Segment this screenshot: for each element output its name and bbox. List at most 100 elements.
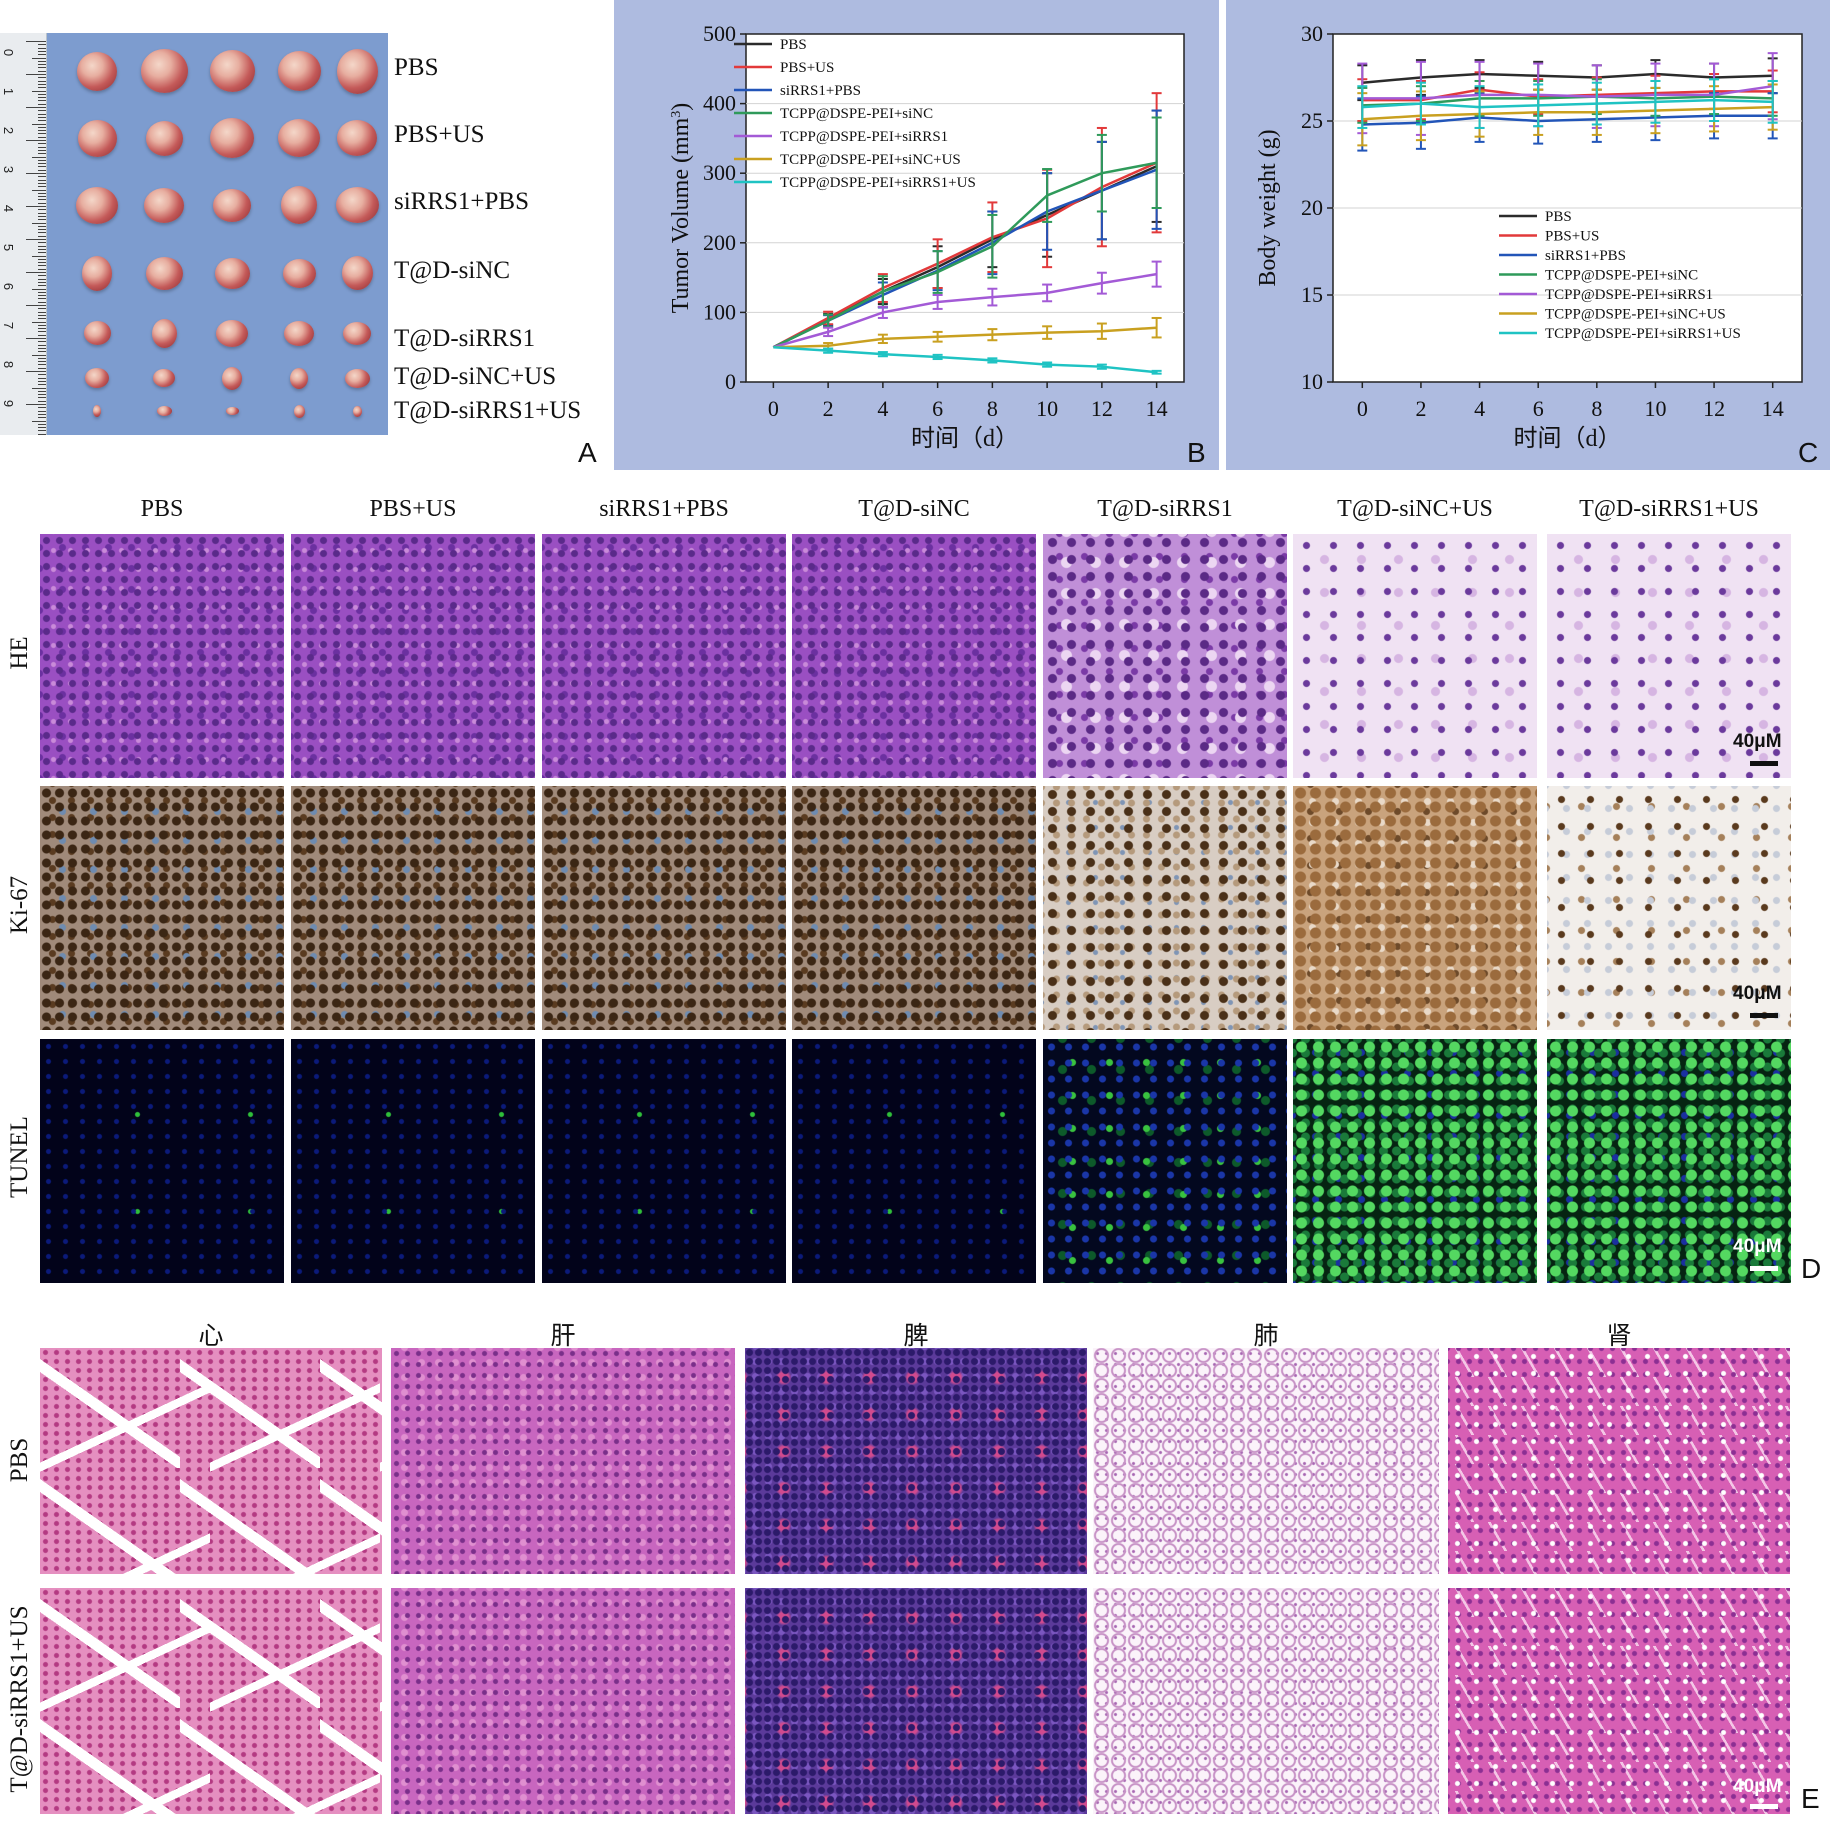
ruler-tick xyxy=(26,371,46,372)
tumor-specimen xyxy=(145,256,183,290)
ruler-tick xyxy=(38,427,46,429)
legend-label: PBS+US xyxy=(1545,229,1599,245)
x-tick-label: 6 xyxy=(932,396,943,421)
ruler-tick xyxy=(38,196,46,198)
x-tick-label: 4 xyxy=(877,396,888,421)
tumor-specimen xyxy=(344,368,370,388)
ruler-tick xyxy=(38,285,46,287)
column-header: T@D-siNC xyxy=(858,496,970,522)
ruler-tick xyxy=(38,295,46,297)
ruler-tick xyxy=(38,361,46,363)
ruler-tick xyxy=(38,298,46,300)
series-line xyxy=(772,161,1158,349)
tumor-specimen xyxy=(341,256,373,290)
tumor-specimen xyxy=(214,257,250,289)
row-header: PBS xyxy=(6,1437,33,1483)
x-tick-label: 2 xyxy=(1415,396,1426,421)
tumor-specimen xyxy=(77,119,117,157)
legend-label: siRRS1+PBS xyxy=(1545,248,1626,264)
y-tick-label: 15 xyxy=(1301,282,1323,307)
organ-header: 肺 xyxy=(1253,1323,1279,1350)
micrograph-ki-67 xyxy=(1547,786,1791,1030)
tumor-specimen xyxy=(156,406,172,416)
x-tick-label: 8 xyxy=(987,396,998,421)
ruler-tick xyxy=(38,163,46,165)
series-line xyxy=(1362,105,1773,121)
ruler: 0 1 2 3 4 5 6 7 8 9 xyxy=(0,33,47,435)
ruler-tick xyxy=(26,239,46,240)
ruler-tick xyxy=(38,83,46,85)
ruler-tick xyxy=(38,278,46,280)
ruler-tick xyxy=(26,140,46,141)
series-line xyxy=(1362,114,1773,126)
ruler-number: 4 xyxy=(1,204,17,213)
tumor-specimen xyxy=(293,404,305,418)
ruler-tick xyxy=(38,384,46,386)
tumor-specimen xyxy=(290,367,308,389)
legend-label: PBS+US xyxy=(780,60,834,76)
y-tick-label: 0 xyxy=(725,369,736,394)
scale-bar-label: 40μM xyxy=(1733,731,1782,752)
ruler-tick xyxy=(38,44,46,46)
ruler-tick xyxy=(32,156,46,158)
micrograph-tunel xyxy=(792,1039,1036,1283)
ruler-tick xyxy=(26,41,46,42)
ruler-tick xyxy=(38,209,46,211)
organ-micrograph xyxy=(1093,1588,1439,1814)
micrograph-tunel xyxy=(542,1039,786,1283)
micrograph-tunel xyxy=(1547,1039,1791,1283)
tumor-specimen xyxy=(145,120,183,156)
ruler-tick xyxy=(38,126,46,128)
legend-label: TCPP@DSPE-PEI+siNC xyxy=(1545,268,1698,284)
group-label: siRRS1+PBS xyxy=(394,188,530,215)
ruler-tick xyxy=(38,275,46,277)
ruler-tick xyxy=(38,54,46,56)
tumor-specimen xyxy=(93,405,101,417)
group-label: T@D-siRRS1 xyxy=(394,325,536,352)
micrograph-he xyxy=(792,534,1036,778)
ruler-tick xyxy=(38,397,46,399)
ruler-tick xyxy=(38,219,46,221)
tumor-specimen xyxy=(77,51,117,91)
micrograph-he xyxy=(1293,534,1537,778)
micrograph-ki-67 xyxy=(1293,786,1537,1030)
tumor-specimen xyxy=(284,320,314,346)
scale-bar-label: 40μM xyxy=(1733,1236,1782,1257)
x-tick-label: 6 xyxy=(1533,396,1544,421)
ruler-tick xyxy=(38,344,46,346)
ruler-tick xyxy=(38,50,46,52)
column-header: T@D-siRRS1+US xyxy=(1579,496,1759,522)
group-label: PBS+US xyxy=(394,121,485,148)
micrograph-ki-67 xyxy=(1043,786,1287,1030)
ruler-tick xyxy=(38,258,46,260)
scale-bar-label: 40μM xyxy=(1733,1776,1782,1797)
x-tick-label: 14 xyxy=(1146,396,1168,421)
ruler-number: 9 xyxy=(1,399,17,408)
ruler-tick xyxy=(38,400,46,402)
micrograph-he xyxy=(542,534,786,778)
micrograph-he xyxy=(1547,534,1791,778)
legend-label: TCPP@DSPE-PEI+siRRS1 xyxy=(780,129,948,145)
row-header: T@D-siRRS1+US xyxy=(6,1605,33,1793)
tumor-specimen xyxy=(343,321,371,345)
tumor-specimen xyxy=(151,318,177,348)
ruler-tick xyxy=(38,77,46,79)
legend-label: PBS xyxy=(780,37,807,53)
tumor-specimen xyxy=(277,51,321,91)
organ-header: 脾 xyxy=(903,1323,929,1350)
tumor-volume-chart: 0 100 200 300 400 500 0 2 4 6 8 10 12 14 时间（d） Tumor Vo… xyxy=(668,21,1185,452)
scale-bar xyxy=(1750,1804,1778,1809)
ruler-tick xyxy=(38,265,46,267)
micrograph-ki-67 xyxy=(542,786,786,1030)
ruler-tick xyxy=(38,110,46,112)
ruler-tick xyxy=(26,74,46,75)
ruler-tick xyxy=(38,169,46,171)
group-label: T@D-siNC+US xyxy=(394,363,557,390)
y-axis-label-close: ) xyxy=(668,103,694,111)
ruler-tick xyxy=(32,420,46,422)
tumor-specimen xyxy=(210,118,254,158)
ruler-tick xyxy=(38,136,46,138)
series-line xyxy=(773,326,1157,349)
ruler-tick xyxy=(38,374,46,376)
micrograph-ki-67 xyxy=(291,786,535,1030)
